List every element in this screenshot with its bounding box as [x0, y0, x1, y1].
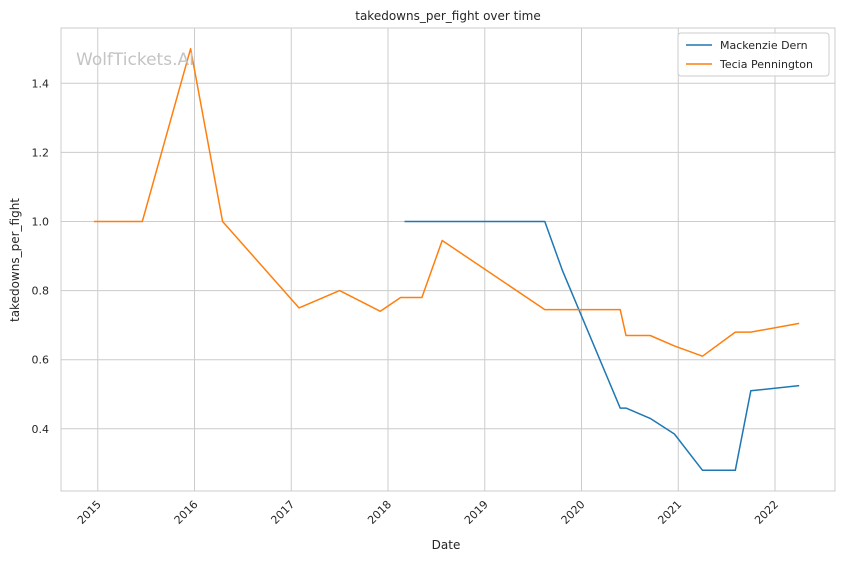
- x-tick-label: 2022: [752, 498, 781, 527]
- x-tick-label: 2017: [268, 498, 297, 527]
- x-tick-label: 2018: [365, 498, 394, 527]
- y-axis-label: takedowns_per_fight: [8, 198, 22, 322]
- grid-lines: [61, 28, 835, 491]
- y-tick-label: 0.8: [32, 285, 50, 298]
- y-tick-label: 0.6: [32, 354, 50, 367]
- y-axis-ticks: 0.4 0.6 0.8 1.0 1.2 1.4: [32, 77, 50, 436]
- chart-title: takedowns_per_fight over time: [355, 9, 541, 23]
- watermark-text: WolfTickets.AI: [76, 50, 194, 70]
- plot-area: [60, 27, 836, 492]
- y-tick-label: 1.0: [32, 215, 50, 228]
- y-tick-label: 1.4: [32, 77, 50, 90]
- x-axis-label: Date: [432, 538, 461, 552]
- x-tick-label: 2020: [559, 498, 588, 527]
- legend-box: [677, 32, 830, 77]
- series-line-mackenzie-dern: [404, 220, 800, 472]
- legend-label-tecia-pennington: Tecia Pennington: [719, 58, 813, 71]
- series-line-tecia-pennington: [93, 47, 800, 357]
- x-axis-ticks: 2015 2016 2017 2018 2019 2020 2021 2022: [75, 498, 781, 527]
- x-tick-label: 2019: [462, 498, 491, 527]
- legend: Mackenzie Dern Tecia Pennington: [677, 32, 830, 77]
- x-tick-label: 2016: [172, 498, 201, 527]
- y-tick-label: 0.4: [32, 423, 50, 436]
- series-lines: [93, 47, 800, 472]
- legend-label-mackenzie-dern: Mackenzie Dern: [720, 39, 808, 52]
- x-tick-label: 2021: [655, 498, 684, 527]
- y-tick-label: 1.2: [32, 146, 50, 159]
- x-tick-label: 2015: [75, 498, 104, 527]
